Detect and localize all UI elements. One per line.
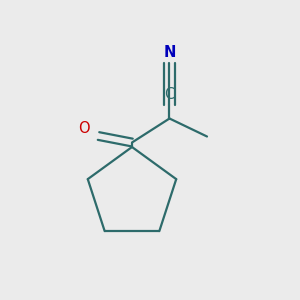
Text: O: O — [78, 121, 90, 136]
Text: N: N — [163, 45, 176, 60]
Text: C: C — [164, 87, 175, 102]
